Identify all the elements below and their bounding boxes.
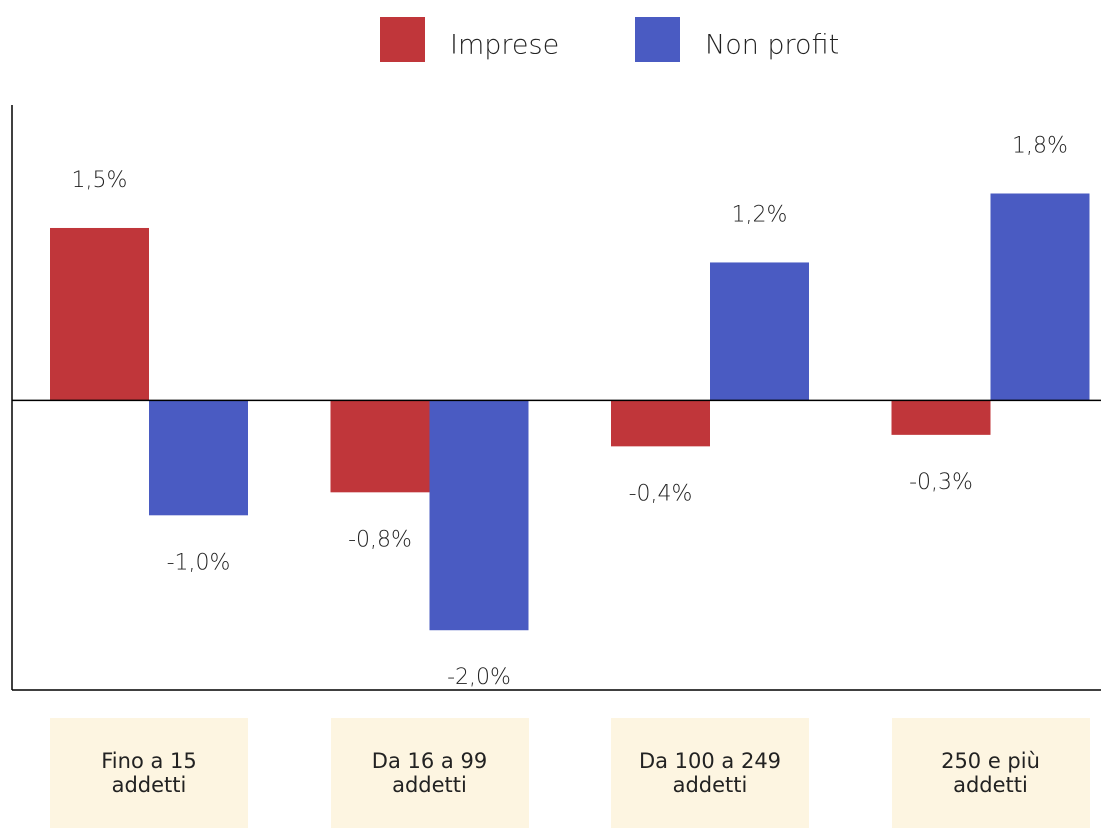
value-label: -1,0% [167, 550, 231, 575]
bar [330, 400, 430, 493]
category-label: Da 100 a 249 addetti [611, 718, 809, 828]
value-label: -0,3% [909, 470, 973, 495]
value-label: 1,5% [72, 168, 128, 193]
value-label: -0,8% [348, 527, 412, 552]
value-label: 1,8% [1012, 133, 1068, 158]
bar [710, 262, 809, 401]
value-label: -2,0% [447, 665, 511, 690]
legend-swatch [635, 17, 680, 62]
legend-text: Non profit [705, 30, 839, 61]
value-label: 1,2% [732, 202, 788, 227]
category-label: 250 e più addetti [891, 718, 1090, 828]
bar [149, 400, 248, 516]
bar [611, 400, 710, 447]
value-label: -0,4% [629, 481, 693, 506]
category-label: Da 16 a 99 addetti [330, 718, 529, 828]
legend-text: Imprese [450, 30, 559, 61]
bar [990, 193, 1090, 401]
bar [50, 227, 149, 401]
legend-swatch [380, 17, 425, 62]
category-label: Fino a 15 addetti [50, 718, 248, 828]
chart: Imprese Non profit 1,5% -1,0% -0,8% -2,0% -0,4… [11, 17, 1101, 691]
bar [891, 400, 991, 435]
bar [429, 400, 529, 631]
